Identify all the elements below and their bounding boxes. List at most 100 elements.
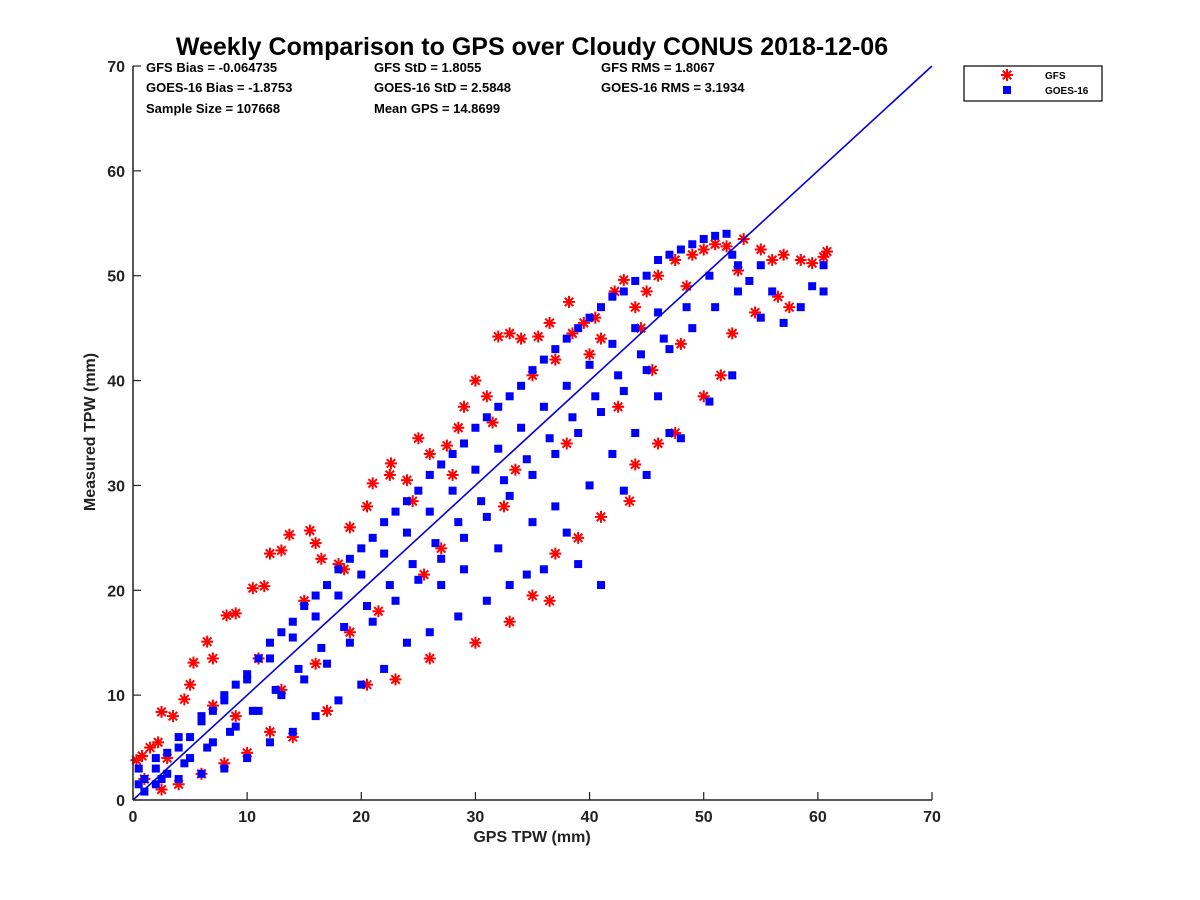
goes16-point: [528, 518, 537, 527]
gfs-point: [492, 330, 505, 343]
goes16-point: [688, 324, 697, 333]
goes16-point: [631, 324, 640, 333]
goes16-point: [756, 261, 765, 270]
goes16-point: [608, 449, 617, 458]
goes16-point: [631, 429, 640, 437]
goes16-point: [722, 229, 731, 238]
goes16-point: [728, 371, 737, 380]
goes16-point: [454, 612, 463, 621]
goes16-point: [140, 775, 149, 784]
gfs-point: [509, 463, 522, 476]
goes16-point: [437, 554, 446, 563]
goes16-point: [408, 560, 417, 569]
gfs-point: [480, 390, 493, 403]
goes16-point: [402, 497, 411, 506]
goes16-point: [642, 271, 651, 280]
gfs-point: [469, 374, 482, 387]
gfs-point: [714, 369, 727, 382]
goes16-point: [271, 685, 280, 694]
goes16-point: [676, 434, 685, 443]
goes16-point: [197, 717, 206, 726]
one-to-one-line: [132, 65, 933, 801]
gfs-point: [201, 635, 214, 648]
goes16-point: [448, 486, 457, 495]
goes16-point: [454, 518, 463, 527]
goes16-point: [151, 764, 160, 773]
stat-annotation: GFS Bias = -0.064735: [146, 60, 277, 75]
gfs-point: [686, 248, 699, 261]
gfs-point: [458, 400, 471, 413]
x-tick-label: 50: [695, 809, 713, 826]
gfs-point: [726, 327, 739, 340]
gfs-point: [549, 547, 562, 560]
goes16-point: [642, 470, 651, 479]
goes16-point: [574, 324, 583, 333]
goes16-point: [596, 303, 605, 312]
goes16-point: [699, 235, 708, 244]
y-tick-label: 70: [107, 59, 125, 76]
goes16-point: [265, 638, 274, 647]
gfs-asterisk-icon: [1001, 69, 1013, 81]
goes16-point: [539, 355, 548, 364]
goes16-point: [654, 308, 663, 317]
goes16-point: [460, 439, 469, 448]
gfs-point: [418, 568, 431, 581]
goes16-point: [574, 560, 583, 569]
gfs-point: [583, 348, 596, 361]
goes16-point: [340, 622, 349, 631]
legend-box: [963, 65, 1103, 102]
goes16-point: [186, 733, 195, 742]
gfs-point: [652, 269, 665, 282]
gfs-point: [563, 295, 576, 308]
goes16-point: [311, 591, 320, 600]
goes16-point: [231, 722, 240, 731]
gfs-point: [383, 468, 396, 481]
goes16-point: [728, 250, 737, 259]
stat-annotation: Sample Size = 107668: [146, 101, 280, 116]
goes16-point: [368, 617, 377, 626]
x-tick-label: 10: [238, 809, 256, 826]
gfs-point: [389, 673, 402, 686]
y-tick-label: 60: [107, 164, 125, 181]
gfs-point: [674, 337, 687, 350]
gfs-point: [423, 447, 436, 460]
gfs-point: [549, 353, 562, 366]
goes16-point: [357, 680, 366, 689]
gfs-point: [152, 736, 165, 749]
goes16-point: [517, 381, 526, 390]
goes16-point: [362, 602, 371, 611]
series-gfs: [130, 233, 833, 796]
gfs-point: [452, 421, 465, 434]
goes16-point: [596, 581, 605, 590]
goes16-point: [186, 754, 195, 763]
gfs-point: [617, 273, 630, 286]
goes16-point: [437, 581, 446, 590]
goes16-point: [711, 303, 720, 312]
goes16-point: [494, 444, 503, 453]
goes16-point: [254, 706, 263, 715]
goes16-point: [294, 664, 303, 673]
gfs-point: [543, 594, 556, 607]
goes16-point: [163, 769, 172, 778]
y-tick-label: 40: [107, 374, 125, 391]
goes16-point: [151, 754, 160, 763]
goes16-point: [277, 691, 286, 700]
goes16-point: [385, 581, 394, 590]
x-axis-label: GPS TPW (mm): [473, 829, 590, 846]
goes16-point: [482, 413, 491, 422]
goes16-point: [226, 727, 235, 736]
gfs-point: [206, 652, 219, 665]
goes16-point: [431, 539, 440, 548]
goes16-point: [711, 231, 720, 240]
goes16-point: [208, 706, 217, 715]
gfs-point: [220, 609, 233, 622]
goes16-point: [619, 387, 628, 396]
goes16-point: [151, 780, 160, 789]
goes16-point: [494, 544, 503, 553]
goes16-point: [334, 565, 343, 574]
gfs-point: [629, 458, 642, 471]
gfs-point: [178, 693, 191, 706]
x-tick-label: 30: [467, 809, 485, 826]
gfs-point: [187, 656, 200, 669]
goes16-point: [157, 775, 166, 784]
